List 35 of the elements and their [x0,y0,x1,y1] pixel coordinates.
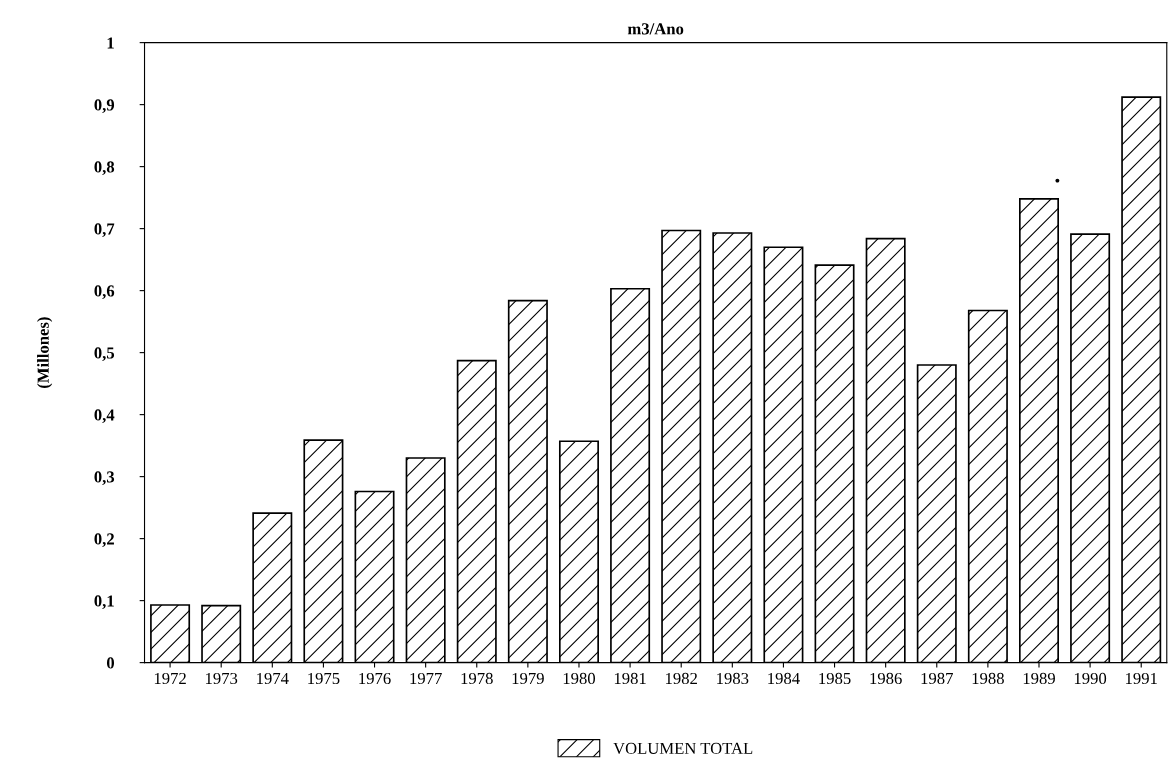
x-tick-label: 1972 [154,672,186,685]
x-tick-label: 1987 [921,672,953,685]
y-axis-title: (Millones) [37,317,53,388]
x-tick-label: 1981 [614,672,646,685]
y-tick-label: 0,1 [94,595,114,609]
x-tick-label: 1988 [972,672,1004,685]
y-tick-label: 0 [106,657,115,669]
y-tick-label: 0,9 [94,99,115,113]
y-tick-label: 0,7 [94,223,115,237]
annotation: • [1055,178,1060,183]
x-tick-label: 1984 [768,672,800,685]
x-tick-label: 1976 [359,672,391,685]
y-tick-label: 0,8 [94,161,115,175]
y-tick-label: 0,3 [94,471,115,485]
y-tick-label: 0,6 [94,285,115,299]
x-tick-label: 1982 [666,672,697,685]
x-tick-label: 1986 [870,672,902,685]
x-tick-label: 1977 [410,672,442,685]
y-tick-label: 0,5 [94,347,115,361]
x-tick-label: 1975 [308,672,340,685]
x-tick-label: 1979 [512,672,544,685]
x-tick-label: 1985 [819,672,851,685]
x-tick-label: 1974 [257,672,289,685]
x-tick-label: 1983 [717,672,749,685]
x-tick-label: 1973 [205,672,238,685]
x-tick-label: 1989 [1023,672,1055,685]
chart-title: m3/Ano [627,23,684,35]
legend-label: VOLUMEN TOTAL [613,742,753,755]
x-tick-label: 1991 [1126,672,1157,685]
y-tick-label: 0,4 [94,409,115,423]
x-tick-label: 1980 [563,672,596,685]
x-tick-label: 1978 [461,672,493,685]
y-tick-label: 1 [107,37,114,49]
y-tick-label: 0,2 [94,533,114,547]
x-tick-label: 1990 [1074,672,1107,685]
